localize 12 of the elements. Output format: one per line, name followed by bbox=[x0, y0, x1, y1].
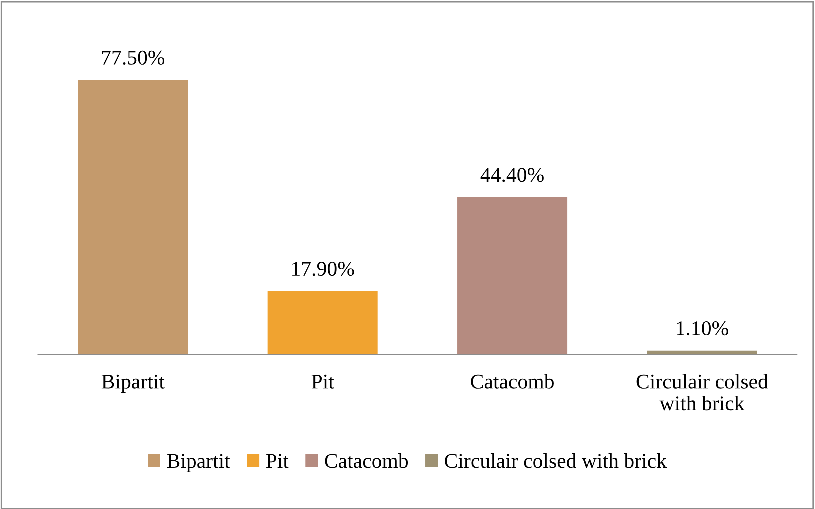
legend-label: Catacomb bbox=[325, 454, 408, 468]
x-tick-label: Catacomb bbox=[471, 374, 554, 389]
legend-label: Pit bbox=[266, 454, 289, 468]
data-label: 17.90% bbox=[292, 262, 354, 276]
legend-label: Bipartit bbox=[167, 454, 230, 472]
legend-label: Circulair colsed with brick bbox=[445, 454, 668, 468]
data-label: 44.40% bbox=[480, 168, 544, 182]
x-tick-label: Bipartit bbox=[102, 374, 165, 394]
data-label: 77.50% bbox=[102, 50, 165, 65]
x-tick-label: Pit bbox=[312, 374, 334, 389]
x-tick-label: Circulair colsed with brick bbox=[636, 374, 768, 411]
data-label: 1.10% bbox=[677, 321, 728, 336]
